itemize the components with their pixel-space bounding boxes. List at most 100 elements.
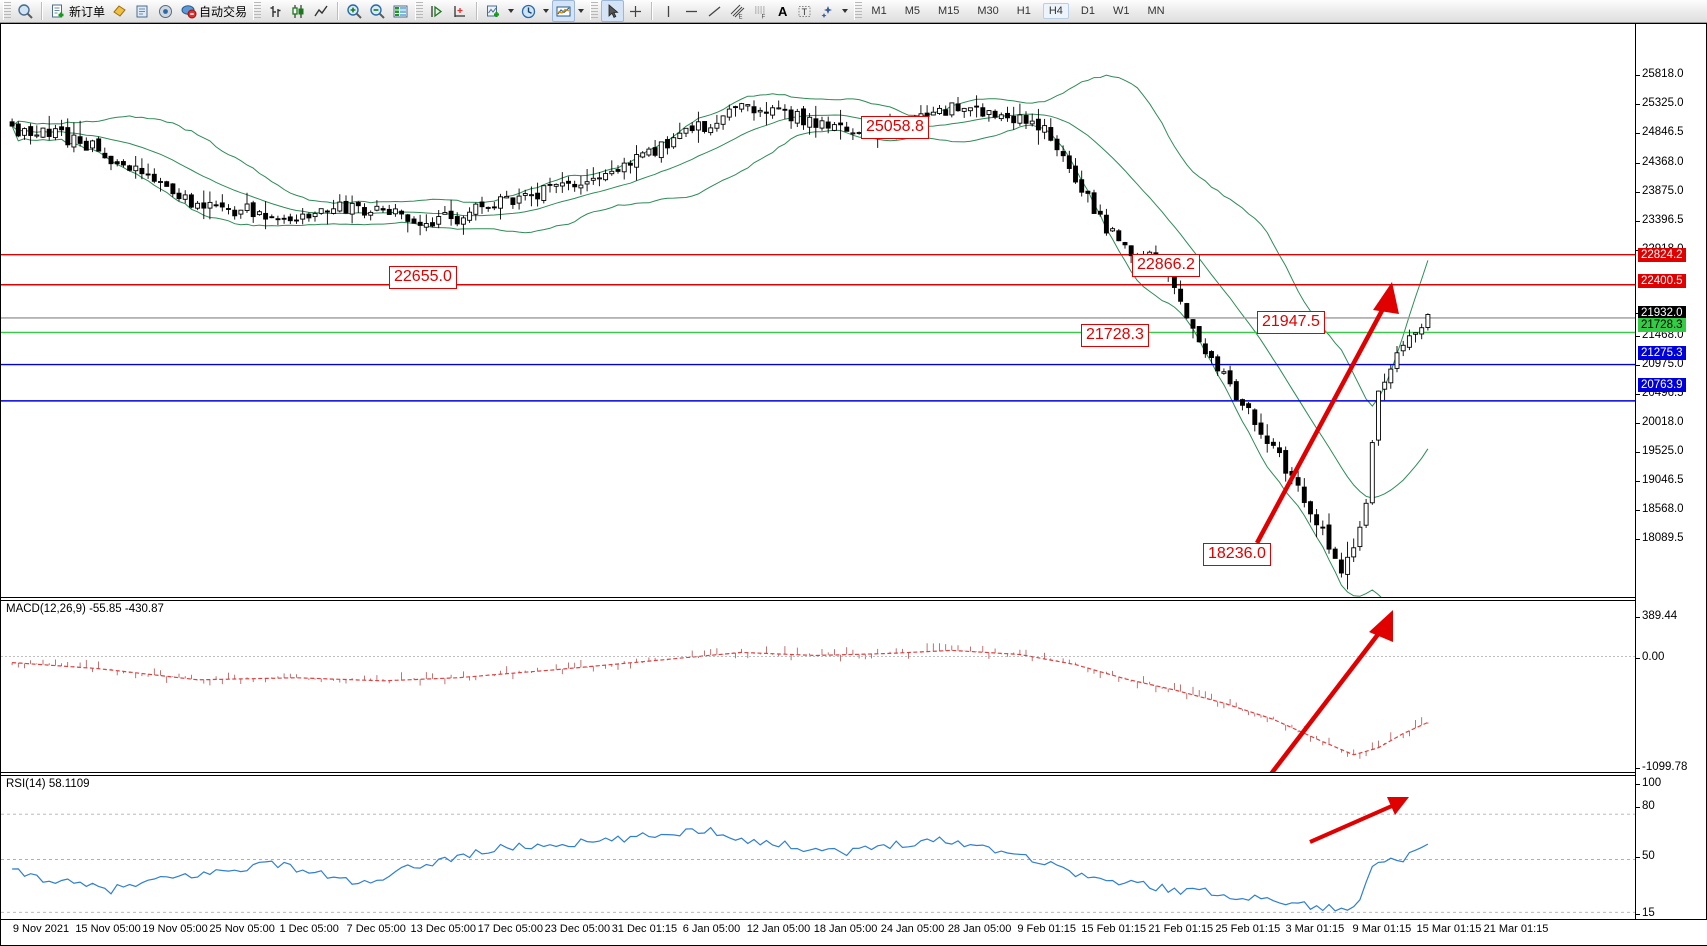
price-tick	[1636, 481, 1640, 482]
crosshair-icon[interactable]	[624, 1, 647, 21]
time-tick-label: 21 Mar 01:15	[1483, 923, 1549, 935]
signals-icon[interactable]	[154, 1, 177, 21]
toolbar-grip-2[interactable]	[253, 2, 262, 20]
time-tick-label: 9 Nov 2021	[12, 923, 70, 935]
time-axis[interactable]: 9 Nov 2021 15 Nov 05:00 19 Nov 05:00 25 Nov…	[1, 919, 1707, 945]
price-badge-last-price[interactable]: 21932.0	[1638, 306, 1686, 320]
price-annotation[interactable]: 25058.8	[861, 116, 929, 139]
price-tick-label: 25818.0	[1642, 68, 1684, 80]
price-badge-resistance-line[interactable]: 22400.5	[1638, 274, 1686, 288]
price-annotation[interactable]: 18236.0	[1203, 543, 1271, 566]
price-badge-support-line[interactable]: 20763.9	[1638, 378, 1686, 392]
cursor-icon[interactable]	[601, 0, 625, 22]
timeframe-mn[interactable]: MN	[1147, 5, 1165, 17]
templates-icon[interactable]	[552, 0, 576, 22]
price-tick	[1636, 394, 1640, 395]
price-badge-support-line[interactable]: 21275.3	[1638, 346, 1686, 360]
zoom-out-icon[interactable]	[366, 1, 389, 21]
timeframe-h1[interactable]: H1	[1016, 5, 1031, 17]
timeframe-m1[interactable]: M1	[871, 5, 887, 17]
data-window-icon[interactable]	[131, 1, 154, 21]
rsi-pane[interactable]: RSI(14) 58.1109	[1, 777, 1706, 935]
chart-window[interactable]: HK50-,H4 21421.0 21958.0 21381.0 21932.0…	[0, 23, 1707, 946]
rsi-trend-arrow-head[interactable]	[1387, 797, 1409, 815]
chevron-down-icon[interactable]	[508, 9, 515, 13]
macd-trend-arrow-line[interactable]	[1251, 618, 1391, 772]
timeframe-m5[interactable]: M5	[904, 5, 920, 17]
timeframe-m30[interactable]: M30	[977, 5, 999, 17]
time-tick-label: 3 Mar 01:15	[1285, 923, 1345, 935]
horizontal-line-icon[interactable]	[680, 1, 703, 21]
equidistant-channel-icon[interactable]: E	[726, 1, 749, 21]
price-axis[interactable]: 25818.0 25325.0 24846.5 24368.0 23875.0 23396…	[1635, 24, 1706, 945]
price-tick-label: 25325.0	[1642, 97, 1684, 109]
price-annotation[interactable]: 22866.2	[1132, 254, 1200, 277]
price-tick	[1636, 221, 1640, 222]
timeframe-d1[interactable]: D1	[1080, 5, 1095, 17]
price-annotation[interactable]: 21947.5	[1257, 311, 1325, 334]
price-tick	[1636, 423, 1640, 424]
timeframe-h4[interactable]: H4	[1042, 3, 1069, 19]
vertical-line-icon[interactable]	[657, 1, 680, 21]
macd-tick-label: 389.44	[1642, 610, 1678, 622]
time-tick-label: 15 Feb 01:15	[1081, 923, 1147, 935]
toolbar-grip-3[interactable]	[415, 2, 424, 20]
price-tick-label: 24368.0	[1642, 156, 1684, 168]
chevron-down-icon-2[interactable]	[543, 9, 550, 13]
time-tick-label: 1 Dec 05:00	[279, 923, 339, 935]
shift-end-icon[interactable]	[426, 1, 449, 21]
auto-scroll-icon[interactable]	[449, 1, 472, 21]
macd-pane[interactable]: MACD(12,26,9) -55.85 -430.87	[1, 602, 1706, 772]
toolbar-grip-4[interactable]	[590, 2, 599, 20]
text-label-icon[interactable]: A	[778, 3, 788, 19]
price-badge-resistance-line[interactable]: 22824.2	[1638, 248, 1686, 262]
price-annotation[interactable]: 21728.3	[1081, 324, 1149, 347]
time-tick-label: 7 Dec 05:00	[346, 923, 406, 935]
price-tick-label: 20018.0	[1642, 416, 1684, 428]
price-tick-label: 21468.0	[1642, 329, 1684, 341]
price-annotation[interactable]: 22655.0	[389, 266, 457, 289]
bar-chart-icon[interactable]	[264, 1, 287, 21]
period-clock-icon[interactable]	[517, 1, 540, 21]
time-tick-label: 24 Jan 05:00	[880, 923, 945, 935]
price-tick-label: 19525.0	[1642, 445, 1684, 457]
trend-arrow-line[interactable]	[1255, 290, 1394, 545]
macd-trend-arrow-head[interactable]	[1369, 610, 1393, 642]
time-tick-label: 6 Jan 05:00	[682, 923, 741, 935]
macd-chart-canvas	[1, 610, 1636, 772]
objects-icon[interactable]	[816, 1, 839, 21]
price-pane-divider	[1, 597, 1706, 598]
autotrading-button[interactable]: 自动交易	[177, 1, 250, 21]
macd-tick	[1636, 768, 1640, 769]
rsi-trend-arrow-line[interactable]	[1309, 800, 1402, 844]
time-tick-label: 15 Nov 05:00	[75, 923, 141, 935]
fibonacci-icon[interactable]: F	[749, 1, 772, 21]
price-tick	[1636, 510, 1640, 511]
trendline-icon[interactable]	[703, 1, 726, 21]
symbols-grid-icon[interactable]	[389, 1, 412, 21]
timeframe-w1[interactable]: W1	[1112, 5, 1130, 17]
text-box-icon[interactable]: T	[793, 1, 816, 21]
price-tick	[1636, 365, 1640, 366]
toolbar-grip[interactable]	[3, 2, 11, 20]
price-tick-label: 23396.5	[1642, 214, 1684, 226]
price-tick-label: 24846.5	[1642, 126, 1684, 138]
new-order-button[interactable]: 新订单	[47, 1, 108, 21]
macd-tick	[1636, 658, 1640, 659]
zoom-in-icon[interactable]	[343, 1, 366, 21]
price-tick	[1636, 192, 1640, 193]
candlestick-chart-icon[interactable]	[287, 1, 310, 21]
trend-arrow-head[interactable]	[1373, 282, 1399, 314]
expert-advisor-icon[interactable]	[108, 1, 131, 21]
price-pane[interactable]: 25058.8 22655.0 22866.2 21728.3 21947.5 18236…	[1, 24, 1706, 597]
add-indicator-button[interactable]	[482, 1, 505, 21]
chevron-down-icon-4[interactable]	[842, 9, 849, 13]
timeframe-m15[interactable]: M15	[937, 5, 960, 17]
line-chart-icon[interactable]	[310, 1, 333, 21]
price-tick	[1636, 452, 1640, 453]
magnifier-icon[interactable]	[14, 1, 37, 21]
chevron-down-icon-3[interactable]	[578, 9, 585, 13]
price-tick	[1636, 104, 1640, 105]
toolbar-grip-5[interactable]	[854, 2, 863, 20]
price-badge-take-profit-line[interactable]: 21728.3	[1638, 318, 1686, 332]
